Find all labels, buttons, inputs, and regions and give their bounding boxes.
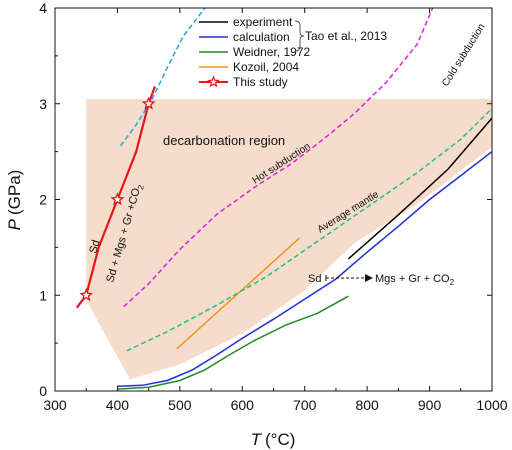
decarbonation-region — [86, 99, 492, 380]
products-phase-subscript: 2 — [136, 183, 146, 190]
reaction-annotation: Sd Mgs + Gr + CO2 — [308, 273, 455, 287]
region-label: decarbonation region — [163, 133, 285, 148]
x-tick-label: 400 — [106, 397, 130, 413]
legend-group-label: Tao et al., 2013 — [305, 29, 387, 43]
y-tick-label: 3 — [39, 96, 47, 112]
y-tick-label: 1 — [39, 287, 47, 303]
legend-group-brace: Tao et al., 2013 — [294, 20, 387, 52]
series-line-average-mantle — [126, 107, 492, 352]
legend-label-experiment: experiment — [233, 15, 293, 29]
x-tick-label: 800 — [355, 397, 379, 413]
x-axis-unit: (°C) — [265, 430, 295, 449]
y-tick-label: 0 — [39, 383, 47, 399]
x-tick-label: 600 — [231, 397, 255, 413]
reaction-products-text: Mgs + Gr + CO — [375, 273, 450, 285]
series-line-calculation — [117, 151, 492, 387]
x-tick-label: 900 — [418, 397, 442, 413]
x-tick-label: 500 — [168, 397, 192, 413]
reaction-products-subscript: 2 — [450, 278, 455, 287]
series-line-experiment — [347, 117, 492, 260]
data-point-star — [110, 192, 125, 206]
legend-label-calculation: calculation — [233, 30, 290, 44]
data-point-star — [79, 288, 94, 302]
reaction-arrow-head — [365, 274, 373, 282]
data-point-star — [141, 96, 156, 110]
series-line-hot-subduction — [123, 8, 434, 308]
sd-phase-label: Sd — [87, 239, 102, 255]
legend-label-kozoil-2004: Kozoil, 2004 — [233, 60, 299, 74]
x-axis-label: T (°C) — [251, 430, 296, 449]
legend-label-weidner-1972: Weidner, 1972 — [233, 45, 310, 59]
x-tick-label: 700 — [293, 397, 317, 413]
legend-label-this-study: This study — [233, 75, 288, 89]
series-line-weidner-1972 — [117, 295, 349, 390]
y-axis-unit: (GPa) — [5, 170, 24, 215]
series-line-kozoil-2004 — [176, 237, 301, 350]
legend-brace-icon — [294, 20, 305, 52]
legend-star-icon — [207, 75, 220, 88]
series-line-cold-subduction — [119, 8, 206, 147]
y-axis-variable: P — [5, 218, 24, 230]
reaction-reactant: Sd — [308, 273, 321, 285]
x-tick-label: 300 — [43, 397, 67, 413]
y-tick-label: 2 — [39, 192, 47, 208]
y-tick-label: 4 — [39, 0, 47, 16]
cold-subduction-label: Cold subduction — [440, 22, 487, 89]
x-axis-variable: T — [251, 430, 263, 449]
plot-frame — [54, 7, 493, 392]
x-tick-label: 1000 — [476, 397, 507, 413]
y-axis-label: P (GPa) — [5, 170, 24, 231]
reaction-products: Mgs + Gr + CO2 — [375, 273, 455, 287]
